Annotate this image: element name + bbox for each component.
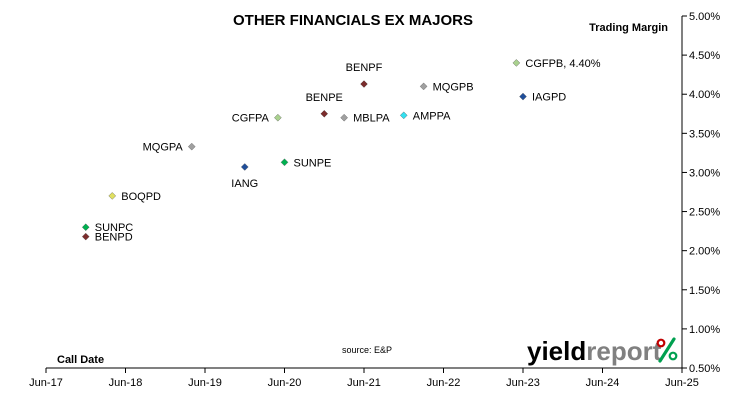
data-label-benpd: BENPD (95, 232, 133, 244)
x-tick-label: Jun-24 (586, 377, 620, 389)
x-tick-label: Jun-18 (109, 377, 143, 389)
logo-word-report: report (586, 336, 661, 366)
data-label-mqgpa: MQGPA (143, 142, 184, 154)
y-tick-label: 1.00% (689, 324, 720, 336)
x-tick-label: Jun-20 (268, 377, 302, 389)
y-tick-label: 2.50% (689, 207, 720, 219)
data-point-mblpa (340, 113, 348, 122)
y-axis-ticks: 0.50% 1.00% 1.50% 2.00% 2.50% 3.00% 3.50% 4.00%… (682, 11, 720, 375)
data-label-cgfpb: CGFPB, 4.40% (525, 58, 600, 70)
data-point-cgfpa (274, 113, 282, 122)
y-tick-label: 0.50% (689, 363, 720, 375)
data-label-benpe: BENPE (306, 92, 343, 104)
data-label-benpf: BENPF (346, 62, 383, 74)
data-point-iagpd (519, 92, 527, 101)
chart-title: OTHER FINANCIALS EX MAJORS (233, 12, 473, 29)
data-point-benpe (320, 109, 329, 118)
x-tick-label: Jun-22 (427, 377, 461, 389)
data-point-mqgpa (187, 142, 196, 151)
logo-percent-icon (656, 337, 678, 363)
source-note: source: E&P (342, 345, 392, 355)
y-tick-label: 4.00% (689, 89, 720, 101)
data-label-sunpc: SUNPC (95, 222, 134, 234)
data-point-benpf (360, 80, 368, 88)
data-point-amppa (399, 111, 408, 120)
y-tick-label: 3.50% (689, 128, 720, 140)
data-label-sunpe: SUNPE (294, 157, 332, 169)
data-label-mqgpb: MQGPB (433, 81, 474, 93)
data-point-boqpd (108, 192, 117, 200)
x-tick-label: Jun-25 (665, 377, 699, 389)
y-tick-label: 5.00% (689, 11, 720, 23)
x-tick-label: Jun-23 (506, 377, 540, 389)
y-tick-label: 4.50% (689, 50, 720, 62)
data-label-iang: IANG (231, 178, 258, 190)
data-label-mblpa: MBLPA (353, 113, 390, 125)
data-label-iagpd: IAGPD (532, 92, 566, 104)
data-label-cgfpa: CGFPA (232, 113, 270, 125)
y-tick-label: 2.00% (689, 246, 720, 258)
logo-word-yield: yield (527, 336, 586, 366)
x-tick-label: Jun-19 (188, 377, 222, 389)
data-point-mqgpb (419, 82, 428, 91)
y-axis-title: Trading Margin (589, 22, 668, 34)
svg-text:yieldreport: yieldreport (527, 336, 662, 366)
x-axis-ticks: Jun-17 Jun-18 Jun-19 Jun-20 Jun-21 Jun-22 Jun-… (29, 368, 699, 389)
x-axis-title: Call Date (57, 354, 104, 366)
data-point-sunpe (280, 158, 289, 167)
yieldreport-logo: yieldreport (527, 336, 678, 366)
data-point-iang (240, 163, 249, 171)
y-tick-label: 3.00% (689, 167, 720, 179)
data-label-amppa: AMPPA (413, 110, 451, 122)
data-point-cgfpb (512, 59, 521, 67)
y-tick-label: 1.50% (689, 285, 720, 297)
x-tick-label: Jun-21 (347, 377, 381, 389)
data-point-sunpc (81, 223, 90, 231)
data-label-boqpd: BOQPD (121, 191, 161, 203)
data-point-benpd (81, 232, 90, 241)
x-tick-label: Jun-17 (29, 377, 63, 389)
